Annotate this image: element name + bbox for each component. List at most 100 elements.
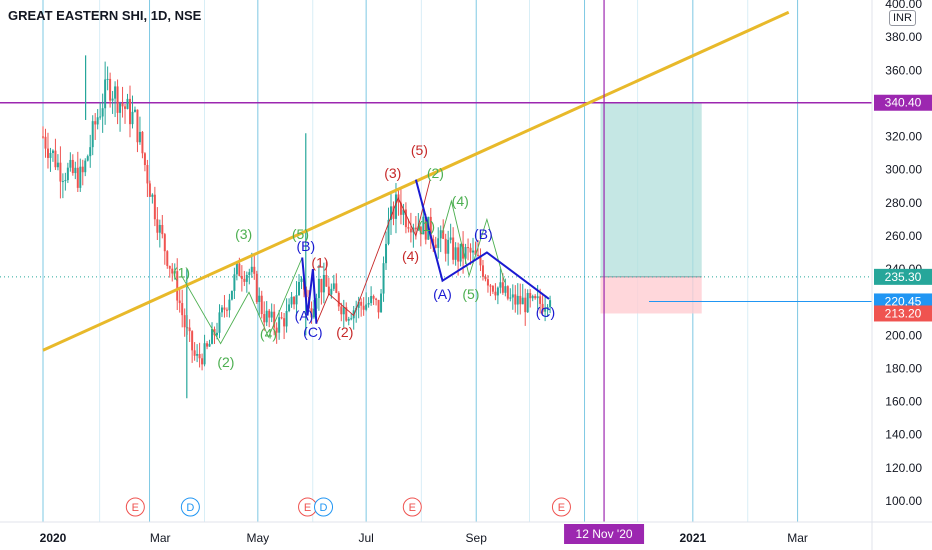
price-label-text: 235.30 (885, 270, 922, 284)
candle-body (464, 247, 467, 259)
candle-body (479, 255, 482, 266)
currency-badge[interactable]: INR (889, 10, 916, 26)
earnings-event-marker[interactable]: E (125, 497, 145, 517)
wave-path (315, 179, 431, 324)
dividend-event-marker[interactable]: D (314, 497, 334, 517)
event-label: E (558, 502, 565, 514)
candle-body (434, 244, 437, 248)
time-axis-bg (0, 522, 932, 550)
candle-body (273, 311, 276, 328)
candle-body (250, 266, 253, 273)
candle-body (380, 293, 383, 313)
candle-body (84, 160, 87, 173)
candle-body (71, 159, 74, 174)
price-label-marker[interactable]: 220.45 (874, 293, 932, 310)
candle-body (546, 306, 549, 309)
stop-zone (600, 276, 702, 314)
candle-body (399, 202, 402, 215)
candle-body (347, 318, 350, 321)
candle-body (514, 294, 517, 305)
wave-label: (C) (536, 304, 555, 320)
candle-body (206, 343, 209, 347)
x-tick-label: Jul (358, 531, 373, 545)
earnings-event-marker[interactable]: E (402, 497, 422, 517)
y-tick-label: 140.00 (885, 428, 922, 442)
candle-body (238, 263, 241, 276)
price-label-level[interactable]: 340.40 (874, 94, 932, 111)
candle-body (240, 275, 243, 279)
wave-label: (B) (296, 238, 315, 254)
candle-body (501, 282, 504, 293)
y-tick-label: 380.00 (885, 30, 922, 44)
wave-label: (3) (384, 165, 401, 181)
candle-body (74, 167, 77, 174)
candle-body (156, 219, 159, 233)
candle-body (86, 156, 89, 161)
candle-body (166, 251, 169, 266)
candle-body (215, 332, 218, 336)
x-tick-label: May (246, 531, 269, 545)
event-label: E (409, 502, 416, 514)
candle-body (235, 263, 238, 275)
price-label-down[interactable]: 213.20 (874, 305, 932, 322)
earnings-event-marker[interactable]: E (551, 497, 571, 517)
candle-body (265, 310, 268, 323)
dividend-event-marker[interactable]: D (180, 497, 200, 517)
price-label-text: 213.20 (885, 306, 922, 320)
candle-body (44, 136, 47, 149)
candle-body (327, 286, 330, 295)
y-tick-label: 120.00 (885, 461, 922, 475)
event-label: D (186, 502, 194, 514)
candle-body (208, 343, 211, 347)
candle-body (111, 98, 114, 101)
candle-body (106, 78, 109, 80)
price-label-up[interactable]: 235.30 (874, 268, 932, 285)
candle-body (526, 292, 529, 313)
candle-body (59, 162, 62, 182)
candle-body (474, 250, 477, 255)
wave-path (181, 257, 303, 345)
candle-body (81, 166, 84, 173)
candle-body (476, 254, 479, 256)
cursor-date-badge: 12 Nov '20 (564, 524, 645, 544)
candle-body (138, 131, 141, 143)
candle-body (325, 274, 328, 287)
candle-body (394, 194, 397, 219)
price-label-text: 220.45 (885, 294, 922, 308)
candle-body (389, 206, 392, 220)
candle-body (178, 300, 181, 304)
y-tick-label: 400.00 (885, 0, 922, 11)
candle-body (255, 273, 258, 302)
event-label: E (132, 502, 139, 514)
candle-body (211, 328, 214, 344)
candle-body (201, 358, 204, 365)
wave-label: (5) (292, 226, 309, 242)
earnings-event-marker[interactable]: E (298, 497, 318, 517)
candle-body (317, 278, 320, 299)
candle-body (245, 275, 248, 282)
candle-body (467, 247, 470, 249)
candle-body (213, 328, 216, 336)
candle-body (76, 167, 79, 188)
wave-label: (4) (260, 326, 277, 342)
candle-body (69, 159, 72, 168)
candle-body (66, 167, 69, 181)
candle-body (419, 226, 422, 235)
event-circle (314, 497, 334, 517)
candle-body (133, 109, 136, 112)
candle-body (310, 308, 313, 318)
candle-body (442, 230, 445, 239)
candle-body (402, 209, 405, 215)
y-tick-label: 180.00 (885, 361, 922, 375)
candle-body (258, 295, 261, 302)
candle-body (404, 209, 407, 228)
candle-body (153, 194, 156, 220)
candle-body (342, 307, 345, 315)
candle-body (496, 287, 499, 296)
candle-body (51, 150, 54, 153)
candle-body (126, 98, 129, 109)
candle-body (228, 299, 231, 311)
candle-body (171, 268, 174, 274)
